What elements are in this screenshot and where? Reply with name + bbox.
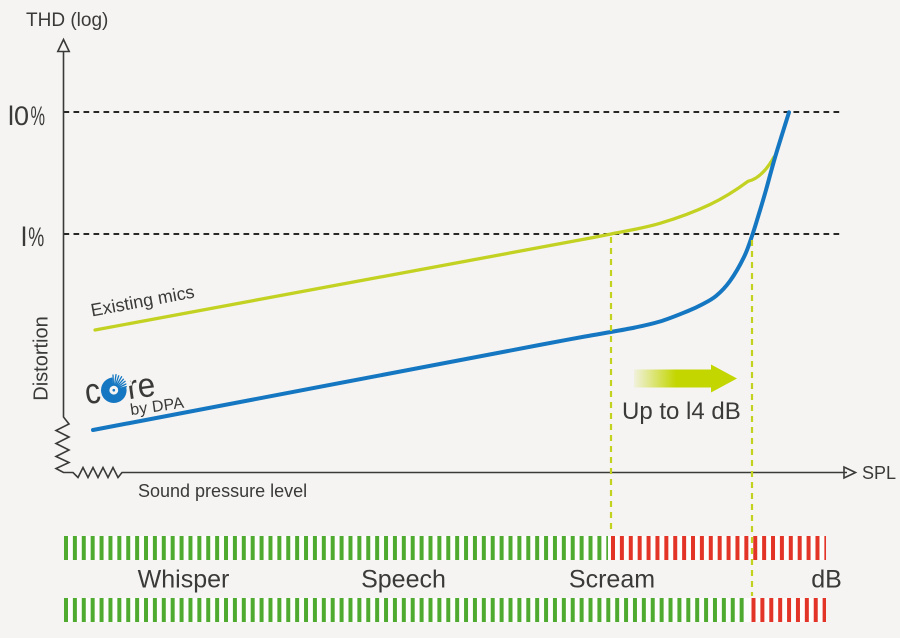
svg-text:Scream: Scream bbox=[569, 566, 655, 594]
svg-text:Distortion: Distortion bbox=[31, 316, 53, 400]
svg-text:THD (log): THD (log) bbox=[26, 10, 108, 31]
svg-text:l0: l0 bbox=[8, 101, 29, 131]
svg-text:dB: dB bbox=[811, 566, 842, 594]
svg-text:Up to l4 dB: Up to l4 dB bbox=[622, 398, 741, 425]
svg-text:SPL: SPL bbox=[862, 463, 896, 483]
svg-text:Whisper: Whisper bbox=[138, 566, 230, 594]
svg-text:%: % bbox=[31, 101, 46, 131]
svg-text:c: c bbox=[82, 369, 103, 412]
svg-text:Speech: Speech bbox=[361, 566, 446, 594]
svg-text:Sound pressure level: Sound pressure level bbox=[138, 481, 307, 501]
svg-text:re: re bbox=[125, 366, 158, 408]
svg-text:%: % bbox=[28, 222, 44, 252]
svg-text:l: l bbox=[21, 222, 27, 252]
